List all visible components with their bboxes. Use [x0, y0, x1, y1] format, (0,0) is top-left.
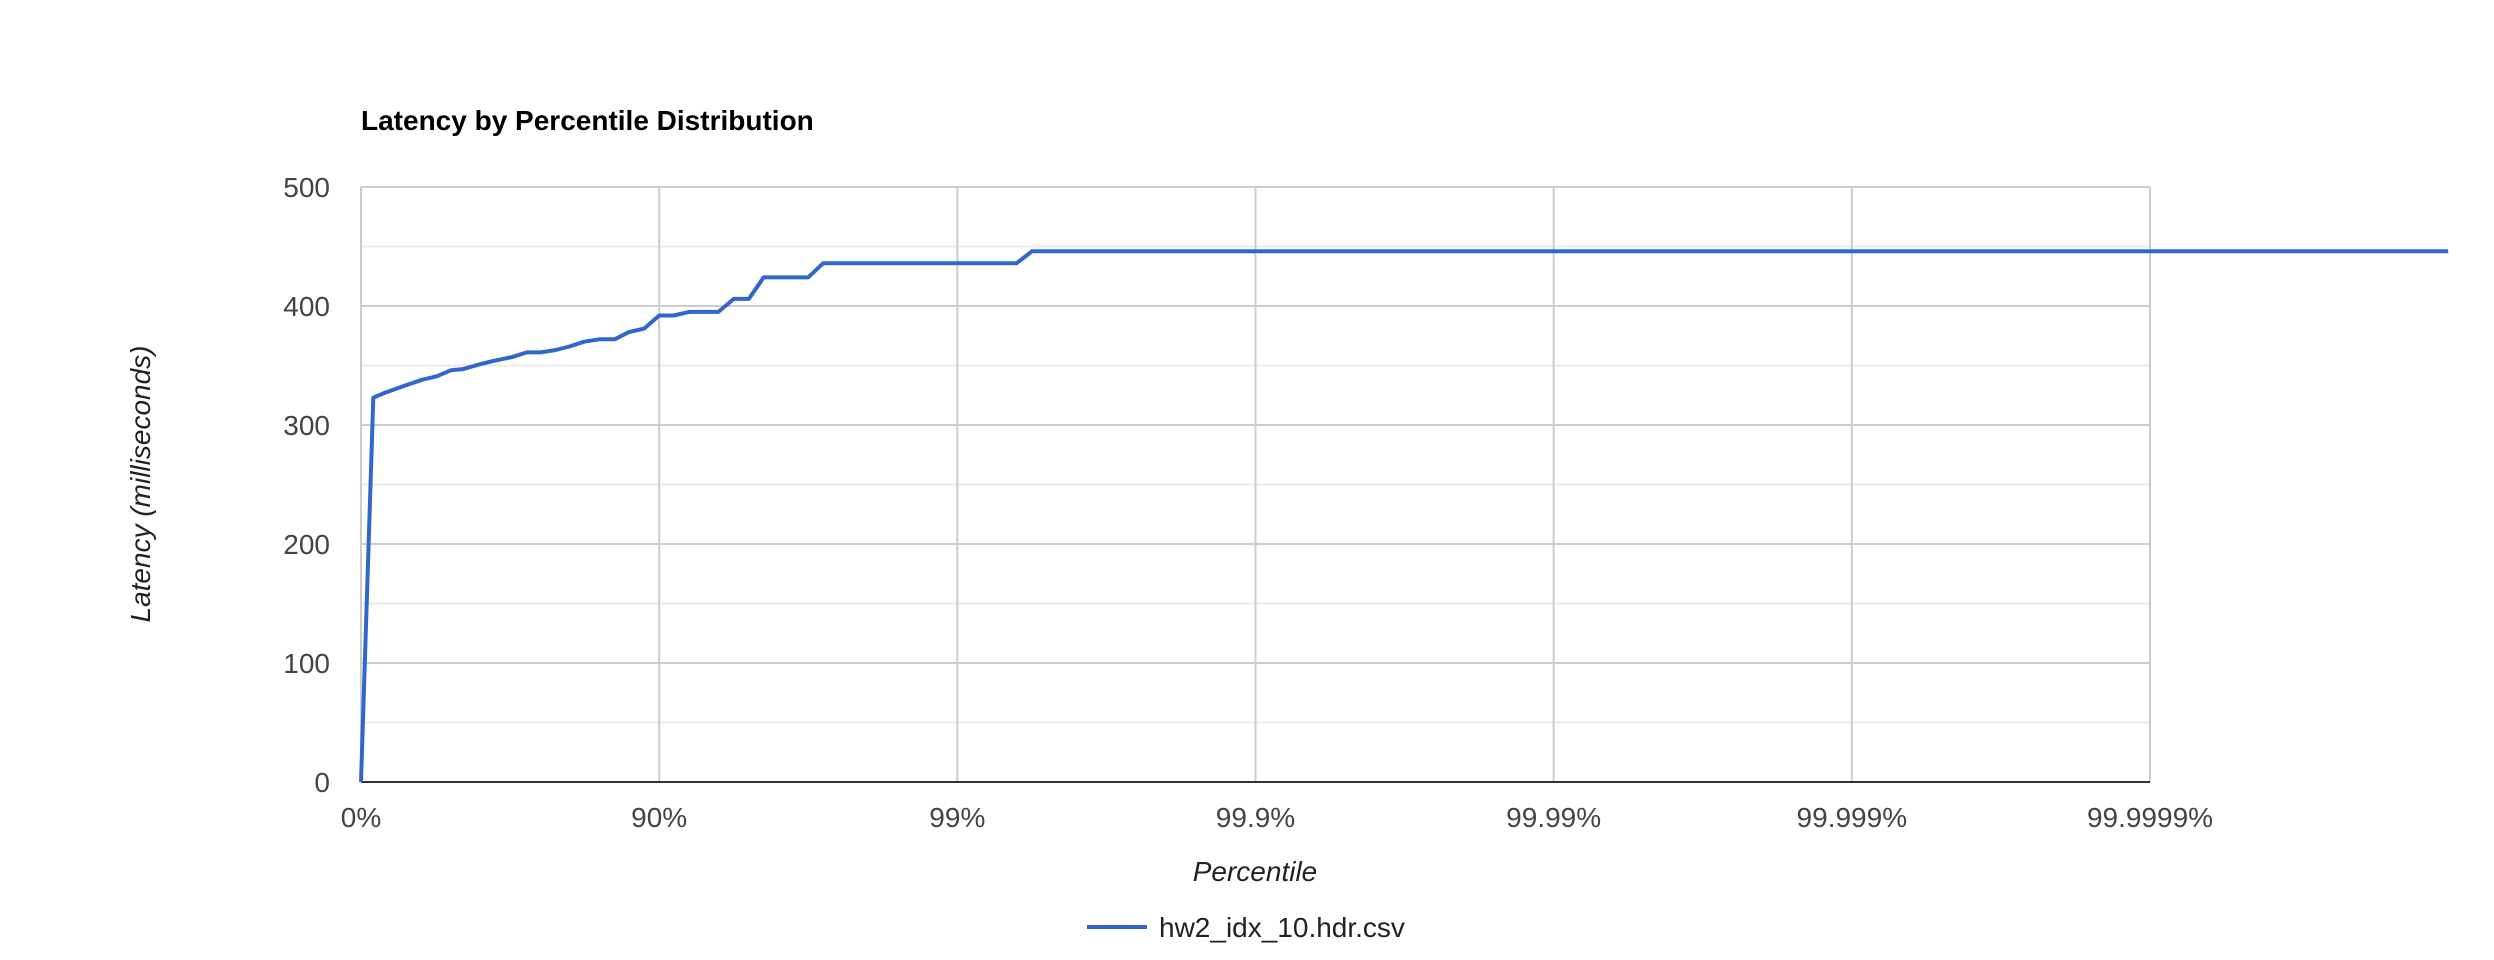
- y-tick-label: 200: [283, 529, 330, 560]
- grid-major-lines: [360, 186, 2151, 782]
- y-tick-labels: 0 100 200 300 400 500: [283, 172, 330, 798]
- x-tick-label: 99.9999%: [2087, 802, 2213, 833]
- x-tick-label: 99%: [929, 802, 985, 833]
- y-tick-label: 0: [314, 767, 330, 798]
- legend-label: hw2_idx_10.hdr.csv: [1159, 912, 1405, 943]
- x-tick-label: 99.99%: [1506, 802, 1601, 833]
- x-tick-label: 0%: [341, 802, 381, 833]
- x-tick-label: 99.999%: [1797, 802, 1908, 833]
- x-tick-label: 99.9%: [1216, 802, 1295, 833]
- x-tick-label: 90%: [631, 802, 687, 833]
- y-tick-label: 500: [283, 172, 330, 203]
- x-axis-label: Percentile: [1193, 856, 1318, 887]
- x-tick-labels: 0% 90% 99% 99.9% 99.99% 99.999% 99.9999%: [341, 802, 2213, 833]
- legend[interactable]: hw2_idx_10.hdr.csv: [1087, 912, 1405, 943]
- y-tick-label: 400: [283, 291, 330, 322]
- y-tick-label: 300: [283, 410, 330, 441]
- chart-title: Latency by Percentile Distribution: [361, 105, 814, 136]
- series-line: [359, 249, 2449, 783]
- y-axis-label: Latency (milliseconds): [125, 346, 156, 623]
- y-tick-label: 100: [283, 648, 330, 679]
